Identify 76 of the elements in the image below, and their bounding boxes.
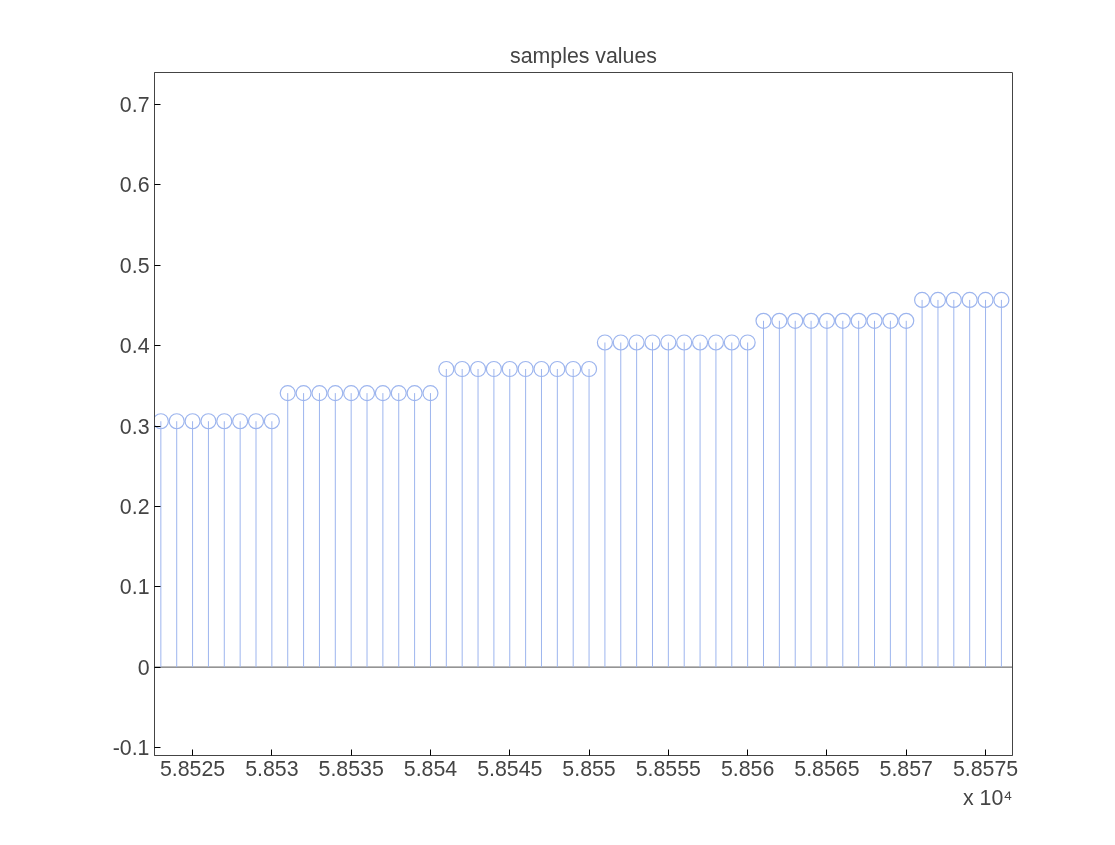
y-tick-label: 0.3 — [119, 414, 150, 439]
point — [517, 360, 534, 378]
point — [660, 334, 677, 351]
point — [818, 312, 836, 329]
y-tick-label: 0.6 — [119, 173, 150, 198]
point — [154, 413, 169, 430]
point — [787, 312, 804, 329]
y-tick-label: 0.2 — [119, 494, 150, 519]
point — [454, 360, 471, 378]
point — [343, 385, 360, 402]
point — [707, 334, 725, 351]
point — [945, 291, 962, 308]
point — [882, 312, 899, 329]
point — [168, 413, 185, 430]
point — [580, 360, 598, 378]
point — [263, 413, 280, 430]
point — [961, 291, 978, 308]
point — [676, 334, 693, 351]
y-tick-label: 0.7 — [119, 93, 150, 118]
y-tick-label: -0.1 — [112, 735, 150, 760]
point — [533, 360, 550, 378]
point — [469, 360, 487, 378]
point — [977, 291, 994, 308]
point — [850, 312, 867, 329]
point — [771, 312, 788, 329]
y-tick-label: 0 — [137, 655, 150, 680]
x-tick-label: 5.855 — [562, 756, 616, 781]
point — [247, 413, 265, 430]
point — [485, 360, 502, 378]
point — [216, 413, 233, 430]
y-tick-label: 0.1 — [119, 575, 150, 600]
y-tick-label: 0.5 — [119, 253, 150, 278]
point — [834, 312, 851, 329]
x-tick-label: 5.854 — [403, 756, 458, 781]
x-tick-label: 5.8545 — [477, 756, 543, 781]
chart-title: samples values — [510, 43, 657, 68]
point — [739, 334, 756, 351]
point — [406, 385, 423, 402]
point — [549, 360, 566, 378]
point — [374, 385, 391, 402]
point — [311, 385, 328, 402]
point — [358, 385, 376, 402]
point — [327, 385, 344, 402]
x-tick-label: 5.8575 — [952, 756, 1019, 781]
x-tick-label: 5.8555 — [635, 756, 701, 781]
point — [295, 385, 312, 402]
point — [422, 385, 439, 402]
x-tick-label: 5.8535 — [318, 756, 384, 781]
point — [501, 360, 518, 378]
point — [612, 334, 629, 351]
point — [755, 312, 772, 329]
point — [993, 291, 1010, 308]
x-tick-label: 5.856 — [720, 756, 775, 781]
point — [898, 312, 915, 329]
point — [596, 334, 614, 351]
point — [390, 385, 407, 402]
point — [914, 291, 931, 308]
point — [565, 360, 582, 378]
point — [279, 385, 296, 402]
point — [628, 334, 645, 351]
point — [802, 312, 820, 329]
point — [929, 291, 947, 308]
text: x 10⁴ — [963, 785, 1013, 810]
x-tick-label: 5.8565 — [794, 756, 860, 781]
point — [438, 360, 455, 378]
point — [232, 413, 249, 430]
x-tick-label: 5.857 — [879, 756, 933, 781]
point — [723, 334, 740, 351]
point — [691, 334, 709, 351]
point — [866, 312, 883, 329]
x-tick-label: 5.853 — [245, 756, 299, 781]
point — [644, 334, 661, 351]
y-tick-label: 0.4 — [119, 334, 150, 359]
x-tick-label: 5.8525 — [159, 756, 226, 781]
point — [184, 413, 201, 430]
point — [200, 413, 217, 430]
